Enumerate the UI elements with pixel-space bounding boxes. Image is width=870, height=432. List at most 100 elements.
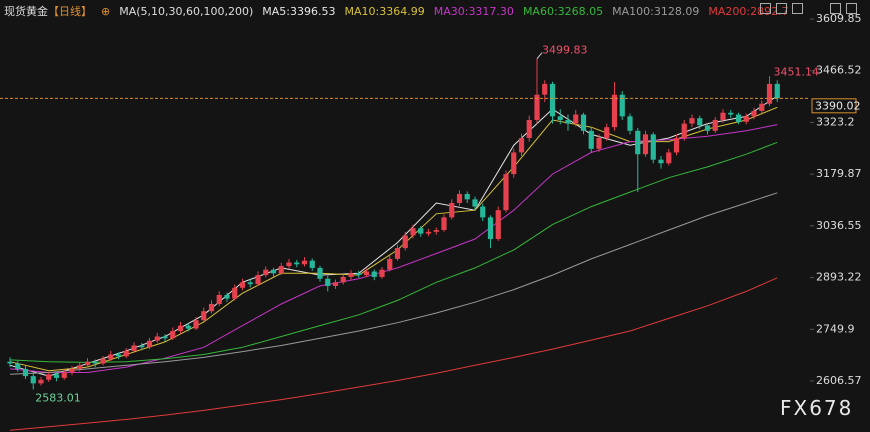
candle-body bbox=[7, 361, 13, 364]
candle-body bbox=[611, 94, 618, 128]
candle-body bbox=[239, 282, 246, 288]
candle-body bbox=[363, 271, 370, 276]
legend-entry: MA10:3364.99 bbox=[344, 4, 425, 18]
header: 现货黄金【日线】 ⊕ MA(5,10,30,60,100,200) MA5:33… bbox=[4, 3, 789, 19]
candle-body bbox=[580, 114, 587, 131]
icon[interactable] bbox=[776, 3, 787, 14]
period: 【日线】 bbox=[48, 5, 92, 18]
candle-body bbox=[154, 336, 160, 341]
candle-body bbox=[61, 372, 67, 378]
candle-body bbox=[534, 94, 540, 120]
candle-body bbox=[371, 271, 377, 277]
candle-body bbox=[53, 374, 60, 378]
candle-body bbox=[162, 336, 168, 339]
candle-body bbox=[232, 287, 238, 299]
candle-body bbox=[216, 294, 222, 304]
legend-entry: MA60:3268.05 bbox=[522, 4, 604, 18]
candle-body bbox=[139, 345, 145, 348]
candle-body bbox=[193, 320, 199, 329]
candle-body bbox=[294, 262, 300, 265]
legend-entry: MA200:2892.7 bbox=[708, 4, 789, 18]
symbol: 现货黄金 bbox=[4, 5, 48, 18]
icon[interactable] bbox=[760, 3, 771, 14]
candle-body bbox=[650, 134, 656, 160]
candle-body bbox=[759, 103, 765, 111]
last-price-label: 3390.02 bbox=[815, 99, 861, 112]
candle-body bbox=[270, 269, 277, 274]
legend-entry: MA5:3396.53 bbox=[262, 4, 336, 18]
candle-body bbox=[704, 125, 711, 131]
ma-line bbox=[9, 141, 778, 363]
candle-body bbox=[317, 267, 323, 279]
candle-body bbox=[588, 130, 594, 149]
candle-body bbox=[480, 206, 486, 218]
candle-body bbox=[84, 361, 91, 366]
icon[interactable] bbox=[846, 3, 857, 14]
candle-body bbox=[728, 112, 734, 115]
candle-body bbox=[743, 116, 749, 122]
y-tick-label: 2893.22 bbox=[816, 271, 862, 284]
candle-body bbox=[224, 294, 230, 299]
candle-body bbox=[309, 260, 315, 268]
candle-body bbox=[131, 345, 137, 351]
candle-body bbox=[495, 210, 501, 240]
candle-body bbox=[115, 354, 122, 357]
candle-body bbox=[247, 282, 253, 285]
candle-body bbox=[689, 118, 695, 124]
y-tick-label: 2606.57 bbox=[816, 374, 862, 387]
candle-body bbox=[15, 363, 21, 369]
y-tick-label: 3323.2 bbox=[816, 115, 855, 128]
recent-high-label: 3451.14 bbox=[774, 65, 820, 78]
candle-body bbox=[557, 116, 563, 120]
candle-body bbox=[255, 275, 261, 285]
candle-body bbox=[425, 231, 432, 234]
candle-body bbox=[658, 159, 664, 164]
low-label: 2583.01 bbox=[35, 391, 81, 404]
candle-body bbox=[100, 358, 106, 364]
candle-body bbox=[38, 379, 44, 384]
candle-body bbox=[301, 260, 308, 265]
candle-body bbox=[379, 269, 385, 277]
candle-body bbox=[565, 119, 571, 124]
ma-line bbox=[9, 106, 778, 372]
candle-body bbox=[263, 269, 269, 276]
candle-body bbox=[487, 217, 494, 240]
candle-body bbox=[332, 282, 339, 286]
y-tick-label: 2749.9 bbox=[816, 322, 855, 335]
candle-body bbox=[635, 130, 641, 155]
candle-body bbox=[410, 228, 416, 236]
candle-body bbox=[30, 376, 36, 384]
y-tick-label: 3036.55 bbox=[816, 219, 862, 232]
candle-body bbox=[549, 83, 556, 117]
y-tick-label: 3179.87 bbox=[816, 167, 862, 180]
candle-body bbox=[596, 138, 602, 149]
candle-body bbox=[441, 217, 447, 231]
candle-body bbox=[449, 202, 455, 218]
title: 现货黄金【日线】 bbox=[4, 3, 92, 19]
candle-body bbox=[177, 325, 184, 332]
candle-body bbox=[604, 127, 610, 139]
candle-body bbox=[673, 138, 680, 153]
candle-body bbox=[325, 278, 331, 286]
candle-body bbox=[774, 83, 780, 99]
icon[interactable] bbox=[830, 3, 841, 14]
icon[interactable] bbox=[792, 3, 803, 14]
settings-icon[interactable]: ⊕ bbox=[101, 4, 111, 18]
candle-body bbox=[751, 110, 757, 117]
candle-body bbox=[402, 235, 408, 249]
candle-body bbox=[518, 138, 525, 153]
candle-body bbox=[46, 374, 52, 380]
last-price-box bbox=[811, 98, 857, 114]
candle-body bbox=[418, 228, 424, 234]
watermark: FX678 bbox=[780, 396, 854, 420]
candle-body bbox=[286, 262, 292, 267]
candle-body bbox=[511, 152, 517, 175]
high-label: 3499.83 bbox=[542, 44, 588, 57]
candle-body bbox=[642, 134, 649, 155]
candle-body bbox=[472, 199, 478, 207]
ma-line bbox=[9, 95, 778, 377]
candle-body bbox=[464, 193, 470, 200]
candle-body bbox=[394, 248, 401, 259]
candle-body bbox=[720, 112, 726, 120]
